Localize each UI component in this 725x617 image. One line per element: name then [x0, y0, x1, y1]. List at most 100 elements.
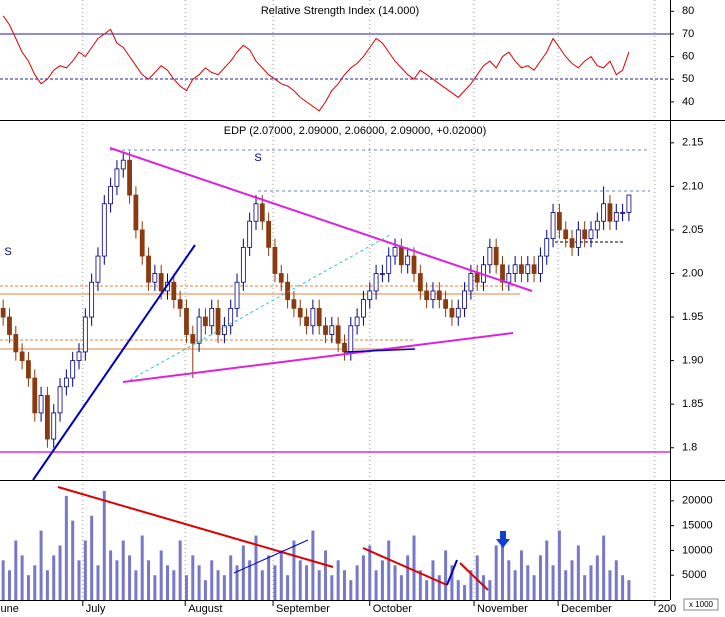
volume-bar — [412, 535, 416, 600]
annotation: S — [254, 152, 261, 164]
volume-bar — [589, 565, 593, 600]
volume-bar — [488, 580, 492, 600]
x-tick-label: October — [373, 603, 412, 615]
volume-bar — [102, 490, 106, 600]
candle-body — [354, 316, 360, 327]
volume-bar — [482, 575, 486, 600]
candle-body — [228, 307, 234, 327]
volume-trend — [446, 559, 458, 586]
volume-bar — [83, 540, 87, 600]
grid-layer — [82, 0, 656, 600]
candle-body — [7, 316, 12, 335]
volume-bar — [576, 545, 580, 600]
y-tick-label: 1.85 — [682, 398, 703, 410]
volume-bar — [557, 530, 561, 600]
trend-line — [109, 147, 533, 292]
candle-body — [367, 290, 373, 301]
volume-bar — [399, 575, 403, 600]
y-tick-label: 80 — [682, 5, 694, 17]
candle-body — [424, 290, 430, 301]
volume-bar — [64, 495, 68, 600]
volume-bar — [241, 545, 245, 600]
candle-body — [272, 246, 278, 274]
candle-body — [297, 307, 303, 318]
candle-body — [348, 325, 354, 353]
volume-bar — [387, 540, 391, 600]
marks-layer — [0, 15, 632, 600]
x-tick-label: July — [86, 603, 106, 615]
candle-body — [474, 273, 480, 283]
volume-bar — [564, 570, 568, 600]
candle-body — [171, 281, 177, 301]
volume-bar — [431, 560, 435, 600]
y-tick-label: 2.10 — [682, 180, 703, 192]
y-tick-label: 1.95 — [682, 311, 703, 323]
candle-body — [398, 246, 404, 266]
candle-body — [266, 220, 272, 248]
volume-trend — [362, 547, 448, 586]
candle-body — [613, 212, 619, 222]
volume-bar — [172, 570, 176, 600]
candle-body — [26, 360, 31, 379]
volume-bar — [519, 550, 523, 600]
candle-body — [63, 377, 69, 388]
volume-bar — [210, 560, 214, 600]
volume-bar — [627, 580, 631, 600]
volume-bar — [14, 540, 18, 600]
candle-body — [215, 307, 221, 335]
volume-bar — [418, 570, 422, 600]
candle-body — [531, 264, 537, 274]
volume-bar — [317, 570, 321, 600]
candle-body — [538, 255, 543, 274]
candle-body — [329, 325, 335, 335]
y-tick-label: 60 — [682, 51, 694, 63]
candle-body — [13, 334, 19, 353]
y-tick-label: 15000 — [682, 520, 713, 532]
volume-bar — [121, 540, 125, 600]
candle-body — [152, 273, 158, 283]
volume-bar — [7, 570, 11, 600]
candle-body — [342, 342, 347, 353]
candle-body — [550, 212, 556, 240]
candle-body — [253, 203, 259, 222]
volume-bar — [456, 580, 460, 600]
volume-bar — [33, 565, 37, 600]
candle-body — [108, 185, 114, 205]
volume-bar — [20, 555, 24, 600]
volume-trend — [233, 539, 309, 574]
y-tick-label: 1.90 — [682, 355, 703, 367]
volume-bar — [279, 550, 283, 600]
candle-body — [323, 325, 328, 335]
volume-bar — [380, 560, 384, 600]
volume-bar — [406, 555, 410, 600]
volume-bar — [77, 560, 81, 600]
volume-bar — [128, 555, 132, 600]
volume-bar — [222, 575, 226, 600]
candle-body — [234, 281, 240, 309]
candle-body — [57, 386, 63, 414]
volume-bar — [90, 515, 94, 600]
volume-bar — [166, 565, 169, 600]
volume-trend — [57, 486, 334, 568]
candle-body — [626, 194, 632, 213]
volume-bar — [355, 565, 359, 600]
volume-bar — [324, 550, 328, 600]
candle-body — [203, 316, 208, 327]
volume-bar — [551, 565, 555, 600]
candle-body — [95, 255, 101, 283]
candle-body — [247, 220, 253, 248]
volume-bar — [260, 570, 264, 600]
volume-bar — [26, 575, 30, 600]
volume-bar — [621, 575, 625, 600]
volume-bar — [583, 575, 587, 600]
volume-bar — [45, 570, 49, 600]
candle-body — [487, 246, 493, 266]
volume-bar — [115, 560, 119, 600]
volume-bar — [96, 565, 100, 600]
y-tick-label: 70 — [682, 28, 694, 40]
volume-bar — [109, 550, 113, 600]
volume-bar — [147, 560, 151, 600]
volume-bar — [197, 565, 201, 600]
candle-body — [82, 316, 88, 353]
